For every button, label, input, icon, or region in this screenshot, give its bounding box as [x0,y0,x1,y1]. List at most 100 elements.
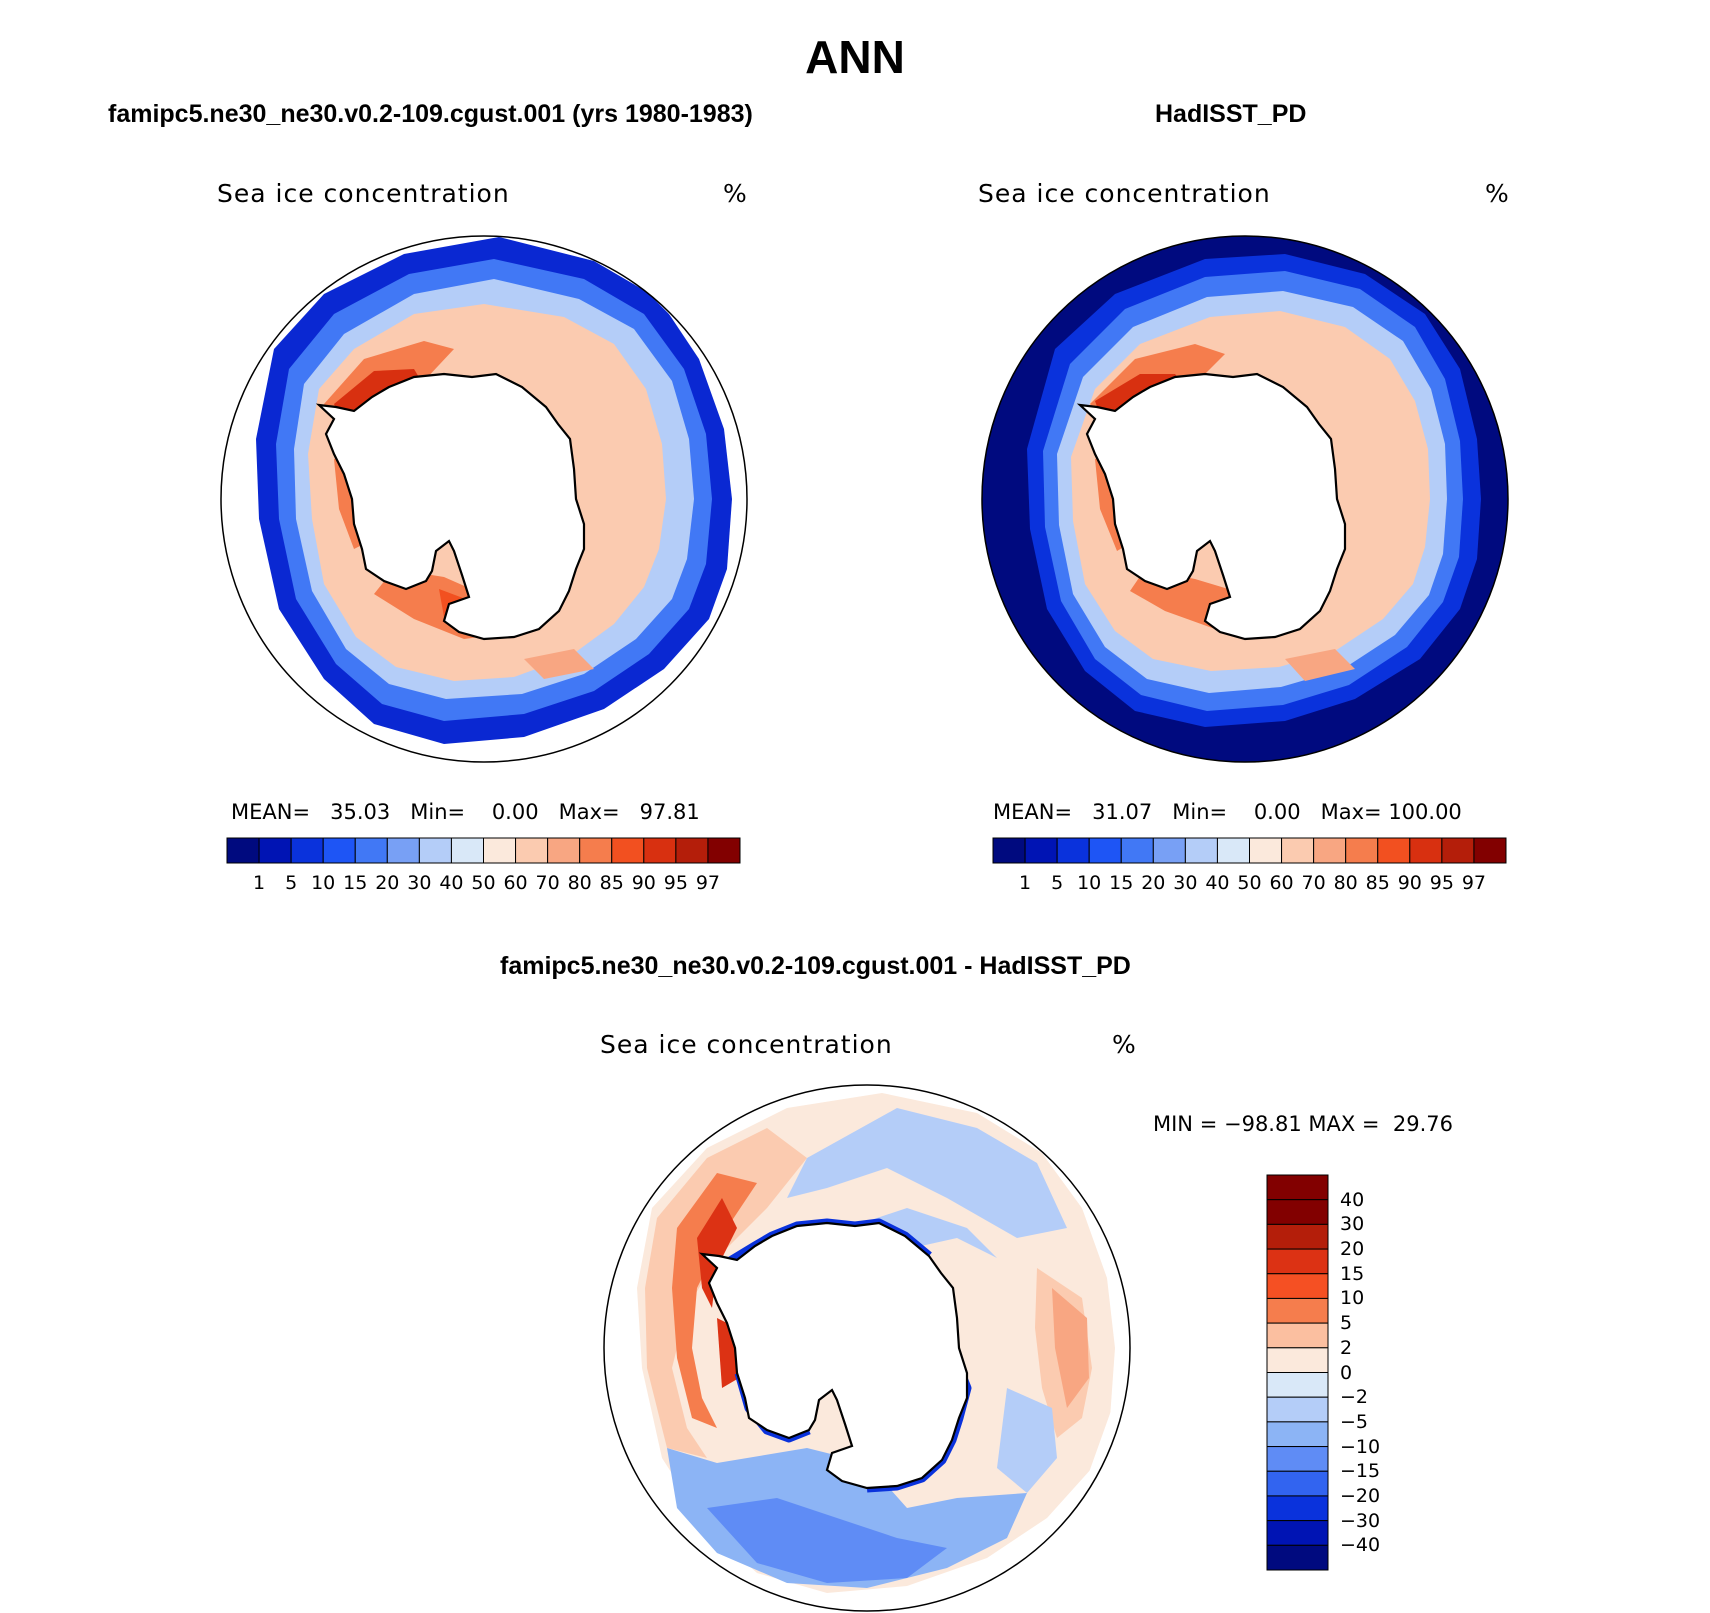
colorbar-swatch [1266,1248,1329,1275]
colorbar-tick-label: 15 [1109,872,1134,894]
colorbar-tick-label: 20 [375,872,400,894]
colorbar-swatch [1120,837,1154,864]
colorbar-swatch [1266,1544,1329,1571]
colorbar-swatch [354,837,388,864]
colorbar-swatch [450,837,484,864]
colorbar-tick-label: 40 [1205,872,1230,894]
variable-label-diff: Sea ice concentration [600,1030,893,1059]
colorbar-tick-label: 70 [535,872,560,894]
min-value: −98.81 [1223,1112,1302,1136]
colorbar-tick-label: 40 [439,872,464,894]
colorbar-swatch [1184,837,1218,864]
colorbar-swatch [258,837,292,864]
colorbar-tick-label: 2 [1340,1336,1353,1359]
colorbar-swatch [1266,1199,1329,1225]
colorbar-swatch [1024,837,1058,864]
colorbar-swatch [1266,1372,1329,1398]
colorbar-swatch [1249,837,1283,864]
colorbar-swatch [1409,837,1443,864]
colorbar-tick-label: 20 [1340,1238,1365,1261]
colorbar-swatch [707,837,741,864]
variable-label-model: Sea ice concentration [217,179,510,208]
stats-model: MEAN= 35.03 Min= 0.00 Max= 97.81 [231,800,700,824]
colorbar-tick-label: 97 [1461,872,1487,894]
mean-value: 35.03 [330,800,391,824]
colorbar-tick-label: 60 [1269,872,1294,894]
map-obs [981,235,1509,763]
colorbar-swatch [1266,1273,1329,1299]
colorbar-tick-label: 10 [1340,1287,1365,1310]
colorbar-tick-label: 5 [1340,1312,1353,1335]
colorbar-diff [1266,1174,1329,1571]
units-label-obs: % [1485,179,1510,208]
colorbar-swatch [1266,1322,1329,1349]
colorbar-swatch [1152,837,1186,864]
colorbar-swatch [1266,1421,1329,1448]
colorbar-swatch [1281,837,1315,864]
colorbar-tick-label: 95 [663,872,688,894]
colorbar-swatch [1473,837,1507,864]
colorbar-tick-label: 15 [343,872,368,894]
units-label-model: % [723,179,748,208]
colorbar-tick-label: 30 [407,872,432,894]
colorbar-swatch [322,837,356,864]
colorbar-tick-label: 85 [599,872,624,894]
colorbar-swatch [547,837,581,864]
max-value: 29.76 [1392,1112,1454,1136]
mean-label: MEAN= [231,800,311,824]
stats-obs: MEAN= 31.07 Min= 0.00 Max= 100.00 [993,800,1462,824]
colorbar-tick-label: 97 [695,872,721,894]
colorbar-swatch [226,837,260,864]
panel-title-diff: famipc5.ne30_ne30.v0.2-109.cgust.001 - H… [500,952,1131,980]
colorbar-tick-label: 90 [631,872,656,894]
colorbar-swatch [1266,1174,1329,1201]
colorbar-tick-label: 50 [471,872,496,894]
colorbar-swatch [579,837,613,864]
colorbar-tick-label: 70 [1301,872,1326,894]
colorbar-swatch [1345,837,1379,864]
colorbar-tick-label: 60 [503,872,528,894]
colorbar-swatch [290,837,324,864]
colorbar-tick-label: −20 [1340,1484,1381,1507]
units-label-diff: % [1112,1030,1137,1059]
colorbar-tick-label: −10 [1340,1435,1381,1458]
colorbar-tick-label: −2 [1340,1386,1369,1409]
max-value: 100.00 [1388,800,1462,824]
colorbar-tick-label: 30 [1173,872,1198,894]
colorbar-swatch [1377,837,1411,864]
colorbar-tick-label: 90 [1397,872,1422,894]
colorbar-tick-label: 40 [1340,1188,1365,1211]
colorbar-obs [992,837,1507,864]
colorbar-swatch [643,837,677,864]
colorbar-swatch [418,837,452,864]
colorbar-tick-label: 1 [253,872,266,894]
colorbar-tick-label: 30 [1340,1213,1365,1236]
colorbar-tick-label: 15 [1340,1262,1365,1285]
colorbar-swatch [1216,837,1250,864]
colorbar-tick-label: 10 [311,872,336,894]
colorbar-tick-label: −15 [1340,1460,1381,1483]
colorbar-tick-label: 5 [1051,872,1064,894]
colorbar-tick-label: 1 [1019,872,1032,894]
min-label: MIN = [1153,1112,1218,1136]
colorbar-swatch [675,837,709,864]
colorbar-tick-label: 0 [1340,1361,1353,1384]
colorbar-swatch [1266,1520,1329,1546]
colorbar-swatch [1266,1223,1329,1250]
max-value: 97.81 [639,800,700,824]
min-label: Min= [1172,800,1228,824]
colorbar-swatch [1441,837,1475,864]
figure-title: ANN [805,31,905,83]
colorbar-swatch [1266,1396,1329,1423]
stats-diff: MIN = −98.81 MAX = 29.76 [1153,1112,1453,1136]
colorbar-tick-label: 85 [1365,872,1390,894]
colorbar-swatch [515,837,549,864]
colorbar-tick-label: 5 [285,872,298,894]
colorbar-tick-label: 80 [567,872,592,894]
min-label: Min= [410,800,466,824]
colorbar-swatch [386,837,420,864]
max-label: Max= [1320,800,1382,824]
min-value: 0.00 [491,800,539,824]
variable-label-obs: Sea ice concentration [978,179,1271,208]
colorbar-tick-label: −30 [1340,1509,1381,1532]
